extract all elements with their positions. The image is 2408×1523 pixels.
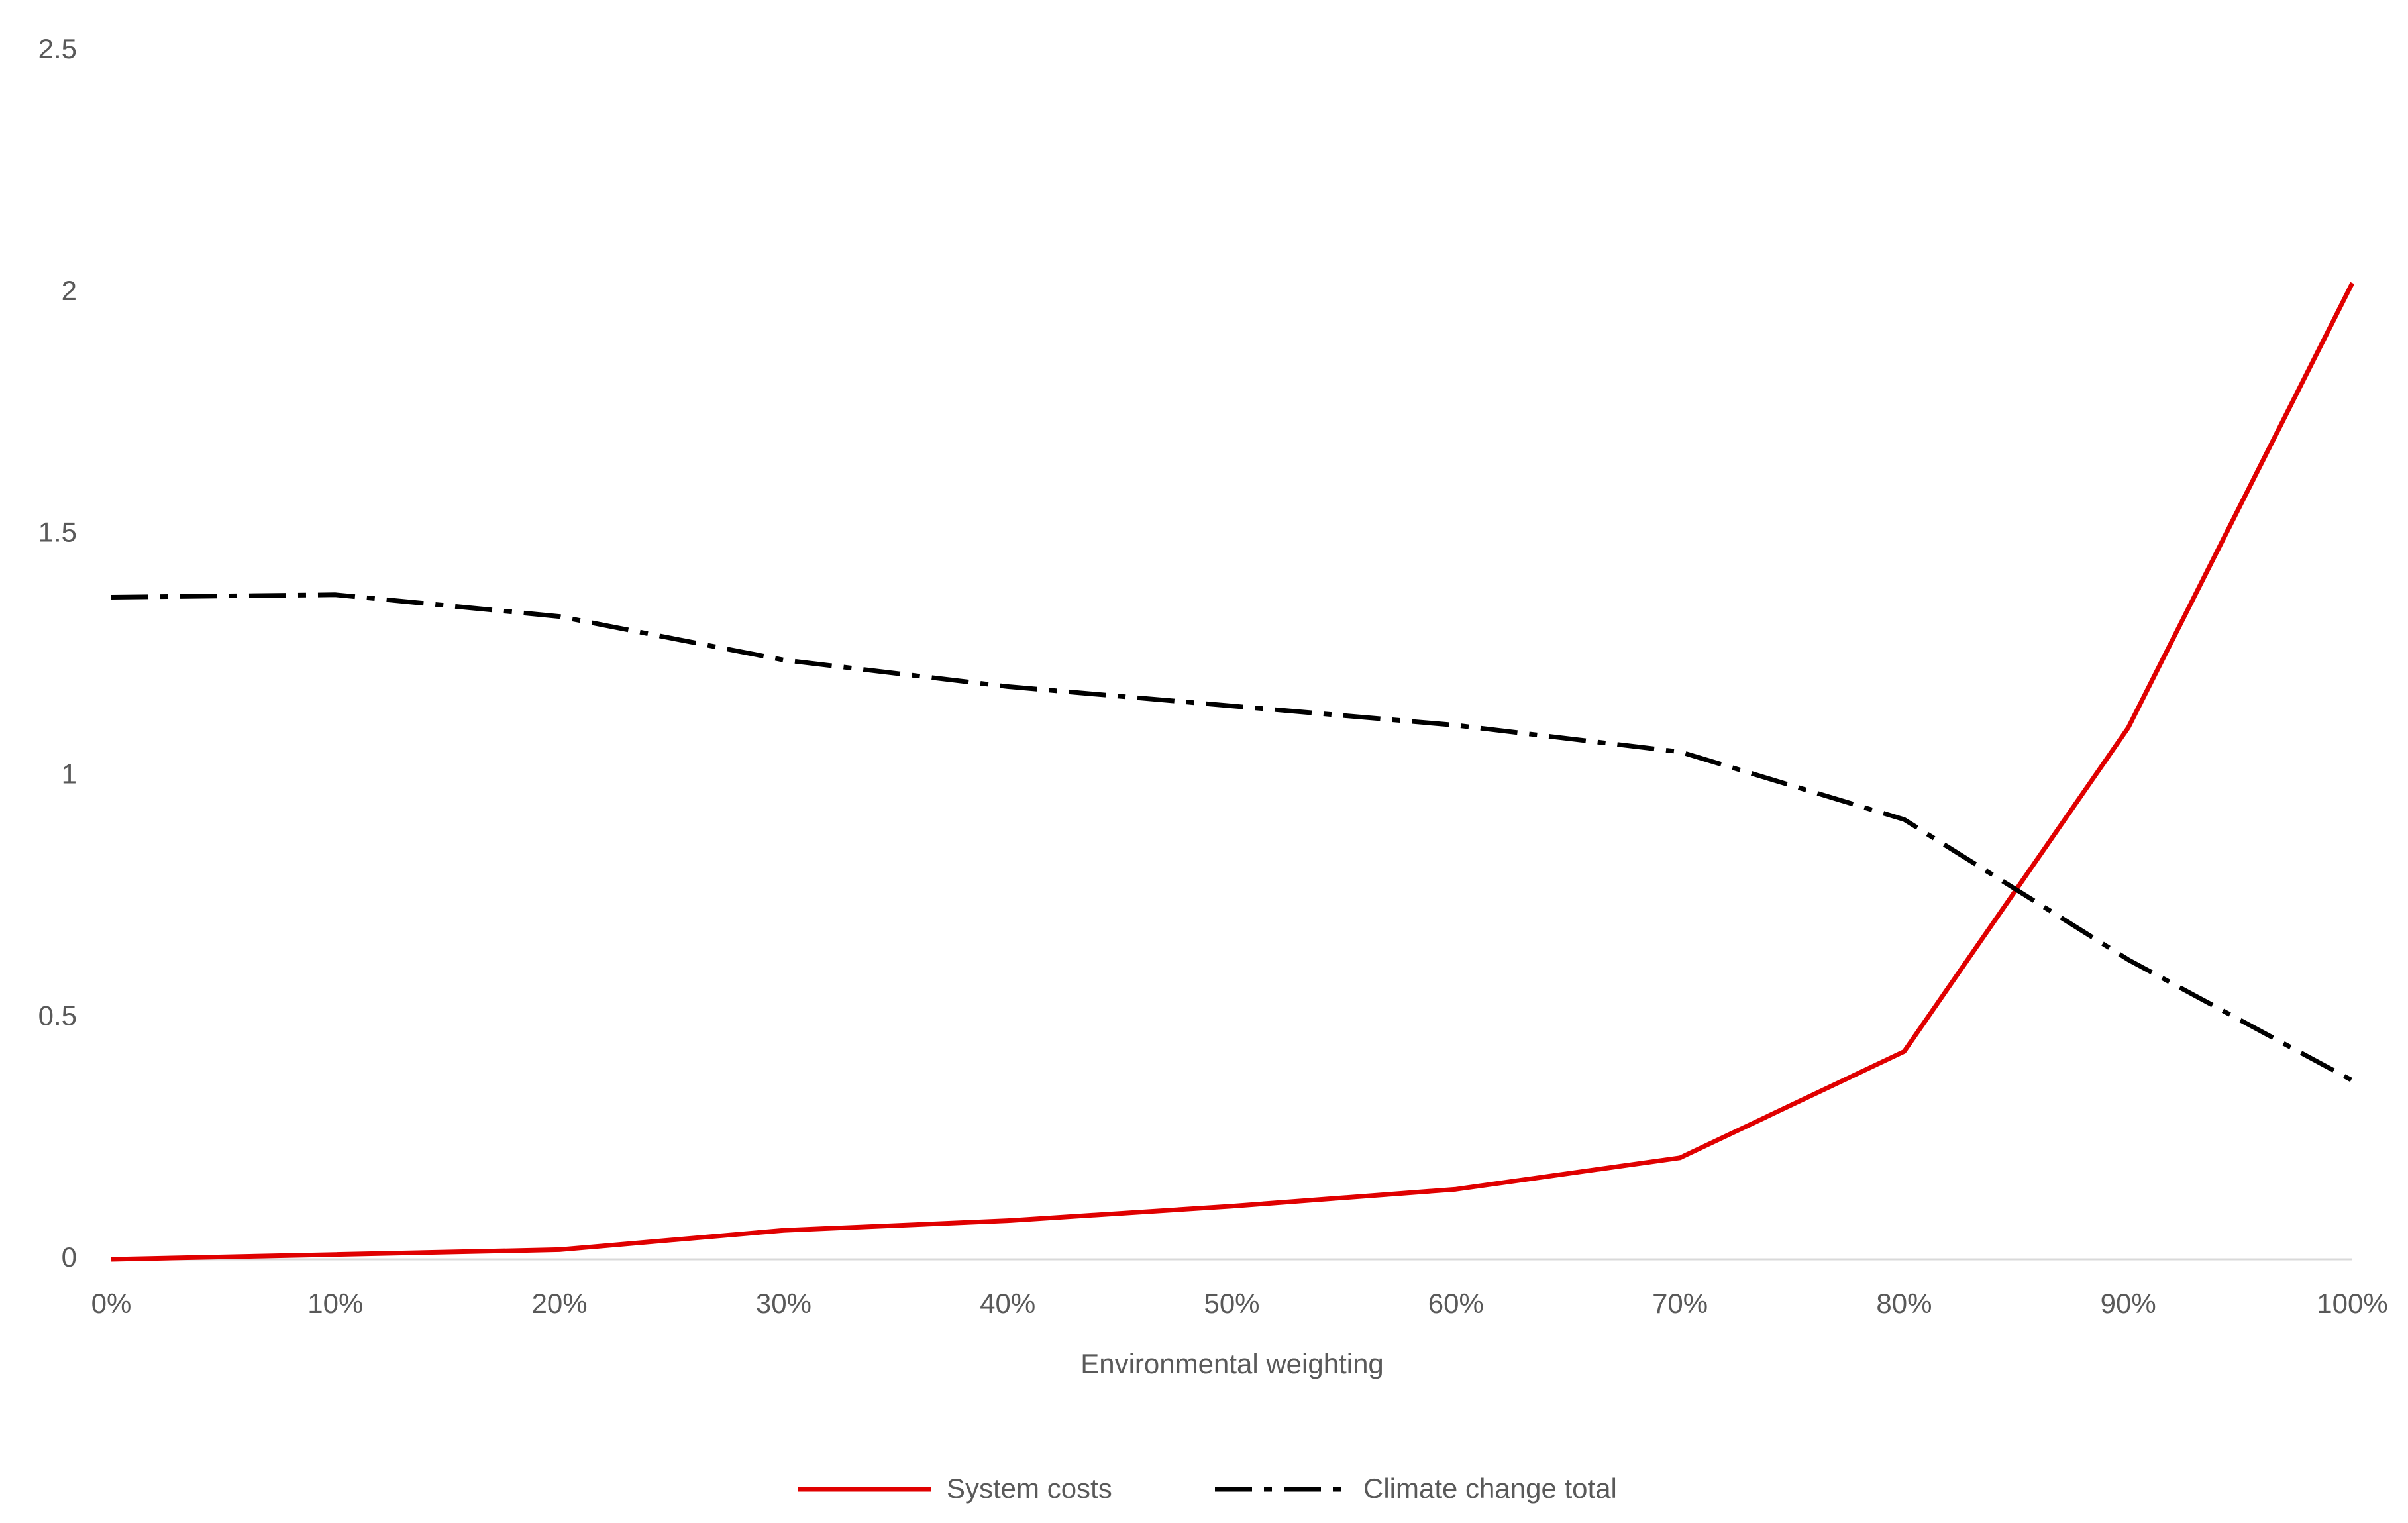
x-tick-label: 0% [91,1288,132,1319]
series-line [111,592,2354,1083]
y-tick-label: 2 [62,275,77,306]
x-tick-label: 90% [2101,1288,2156,1319]
x-tick-label: 80% [1876,1288,1932,1319]
series-line [111,282,2355,1262]
x-tick-label: 50% [1204,1288,1259,1319]
y-tick-label: 0 [62,1241,77,1273]
y-tick-label: 2.5 [38,33,77,64]
x-tick-label: 20% [532,1288,588,1319]
legend-label: Climate change total [1363,1473,1617,1504]
x-tick-label: 30% [756,1288,811,1319]
legend-label: System costs [947,1473,1112,1504]
x-tick-label: 100% [2317,1288,2387,1319]
x-tick-label: 60% [1428,1288,1484,1319]
x-axis-title: Environmental weighting [1080,1348,1384,1379]
x-tick-label: 70% [1652,1288,1708,1319]
y-tick-label: 1.5 [38,517,77,548]
y-tick-label: 0.5 [38,1000,77,1031]
x-tick-label: 40% [980,1288,1035,1319]
y-tick-label: 1 [62,758,77,789]
x-tick-label: 10% [307,1288,363,1319]
